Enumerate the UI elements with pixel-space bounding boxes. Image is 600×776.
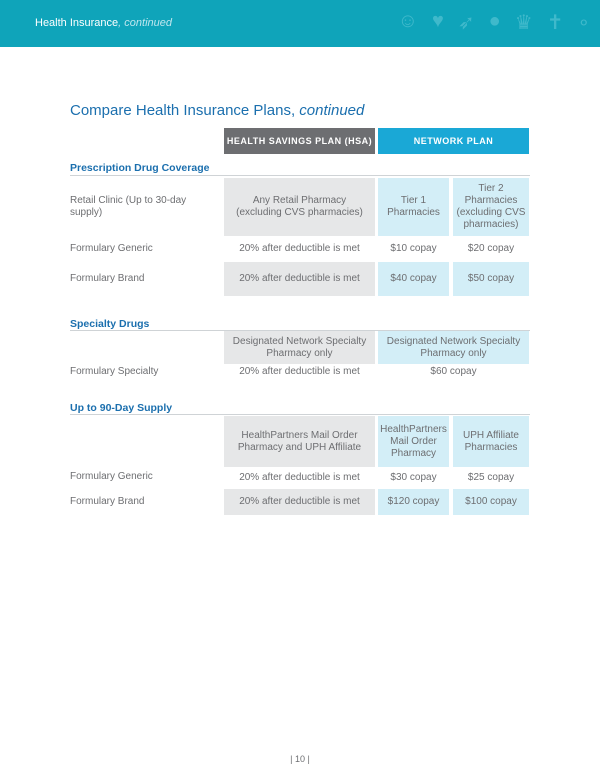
divider: [70, 175, 530, 176]
section-title-prescription: Prescription Drug Coverage: [70, 162, 210, 174]
header-title-text: Health Insurance: [35, 17, 119, 29]
page-title: Compare Health Insurance Plans, continue…: [70, 102, 364, 119]
row-label-brand: Formulary Brand: [70, 273, 145, 284]
row-label-90day-generic: Formulary Generic: [70, 471, 153, 482]
header-icons: ☺ ♥ ➶ ● ♛ ✝ ∘: [398, 10, 590, 35]
cell-tier1-90day-pharmacy: HealthPartners Mail Order Pharmacy: [378, 416, 449, 467]
trophy-icon: ♛: [514, 12, 533, 34]
section-title-90day: Up to 90-Day Supply: [70, 402, 173, 414]
cell-network-specialty: $60 copay: [430, 366, 477, 377]
cell-tier2-generic: $20 copay: [467, 243, 515, 254]
cell-tier1-90day-brand: $120 copay: [378, 489, 449, 515]
cell-tier1-generic: $10 copay: [390, 243, 437, 254]
cell-hsa-90day-brand: 20% after deductible is met: [224, 489, 375, 515]
cell-tier2-brand: $50 copay: [453, 262, 529, 296]
page-title-text: Compare Health Insurance Plans,: [70, 102, 296, 119]
row-label-generic: Formulary Generic: [70, 243, 153, 254]
cell-tier2-90day-generic: $25 copay: [467, 471, 515, 483]
signpost-icon: ✝: [546, 12, 564, 34]
hand-coins-icon: ∘: [577, 12, 590, 34]
cell-hsa-specialty: 20% after deductible is met: [239, 366, 360, 377]
column-header-network: NETWORK PLAN: [378, 128, 529, 154]
cell-network-specialty-pharmacy: Designated Network Specialty Pharmacy on…: [378, 331, 529, 364]
cell-hsa-90day-pharmacy: HealthPartners Mail Order Pharmacy and U…: [224, 416, 375, 467]
row-label-90day-brand: Formulary Brand: [70, 496, 145, 507]
cell-tier2-90day-pharmacy: UPH Affiliate Pharmacies: [453, 416, 529, 467]
head-heart-icon: ♥: [432, 10, 444, 32]
cell-tier1-90day-generic: $30 copay: [390, 471, 437, 483]
header-title: Health Insurance, continued: [35, 17, 172, 29]
rocket-icon: ➶: [457, 12, 475, 34]
header-title-suffix: , continued: [118, 17, 172, 29]
cell-hsa-specialty-pharmacy: Designated Network Specialty Pharmacy on…: [224, 331, 375, 364]
row-label-specialty: Formulary Specialty: [70, 366, 159, 377]
people-icon: ☺: [397, 10, 419, 32]
cell-hsa-brand: 20% after deductible is met: [224, 262, 375, 296]
divider: [70, 330, 530, 331]
cell-tier1-retail: Tier 1 Pharmacies: [378, 178, 449, 236]
column-header-hsa: HEALTH SAVINGS PLAN (HSA): [224, 128, 375, 154]
cell-hsa-generic: 20% after deductible is met: [239, 243, 360, 254]
section-title-specialty: Specialty Drugs: [70, 318, 150, 330]
cell-tier1-brand: $40 copay: [378, 262, 449, 296]
row-label-retail: Retail Clinic (Up to 30-day supply): [70, 195, 187, 218]
cell-tier2-retail: Tier 2 Pharmacies (excluding CVS pharmac…: [453, 178, 529, 236]
cell-tier2-90day-brand: $100 copay: [453, 489, 529, 515]
divider: [70, 414, 530, 415]
cell-hsa-retail: Any Retail Pharmacy (excluding CVS pharm…: [224, 178, 375, 236]
page-header: Health Insurance, continued ☺ ♥ ➶ ● ♛ ✝ …: [0, 0, 600, 47]
page-number: | 10 |: [290, 754, 310, 764]
cell-hsa-90day-generic: 20% after deductible is met: [239, 471, 360, 483]
piggy-bank-icon: ●: [488, 10, 501, 32]
page-title-suffix: continued: [299, 102, 365, 119]
